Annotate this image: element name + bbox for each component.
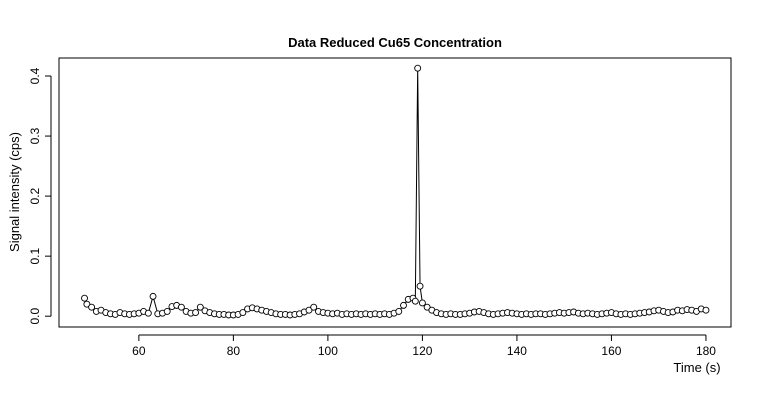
data-point bbox=[88, 303, 96, 311]
data-point bbox=[416, 282, 424, 290]
x-axis-label: Time (s) bbox=[673, 360, 720, 375]
data-point bbox=[414, 64, 422, 72]
data-point bbox=[177, 303, 185, 311]
x-tick-label: 160 bbox=[601, 344, 621, 358]
data-point bbox=[196, 303, 204, 311]
x-tick-label: 100 bbox=[318, 344, 338, 358]
data-line bbox=[84, 68, 707, 316]
data-point bbox=[149, 292, 157, 300]
chart-title: Data Reduced Cu65 Concentration bbox=[288, 35, 502, 50]
x-tick-label: 180 bbox=[696, 344, 716, 358]
data-point bbox=[83, 300, 91, 308]
data-point bbox=[144, 309, 152, 317]
data-point bbox=[305, 306, 313, 314]
x-tick-label: 80 bbox=[227, 344, 241, 358]
y-axis-label: Signal intensity (cps) bbox=[7, 132, 22, 252]
data-point bbox=[192, 309, 200, 317]
x-tick-label: 120 bbox=[412, 344, 432, 358]
x-tick-label: 140 bbox=[507, 344, 527, 358]
data-point bbox=[239, 309, 247, 317]
data-point bbox=[423, 303, 431, 311]
data-point bbox=[310, 303, 318, 311]
data-point bbox=[395, 307, 403, 315]
plot-frame bbox=[58, 57, 732, 328]
data-point bbox=[400, 301, 407, 309]
y-tick-label: 0.3 bbox=[28, 127, 42, 144]
y-tick-label: 0.4 bbox=[28, 67, 42, 84]
y-tick-label: 0.2 bbox=[28, 187, 42, 204]
data-point bbox=[411, 297, 419, 305]
data-point bbox=[418, 299, 426, 307]
data-point bbox=[702, 306, 710, 314]
data-point bbox=[163, 307, 171, 315]
x-tick-label: 60 bbox=[132, 344, 146, 358]
y-tick-label: 0.0 bbox=[28, 308, 42, 325]
data-point bbox=[81, 294, 88, 302]
y-tick-label: 0.1 bbox=[28, 247, 42, 264]
